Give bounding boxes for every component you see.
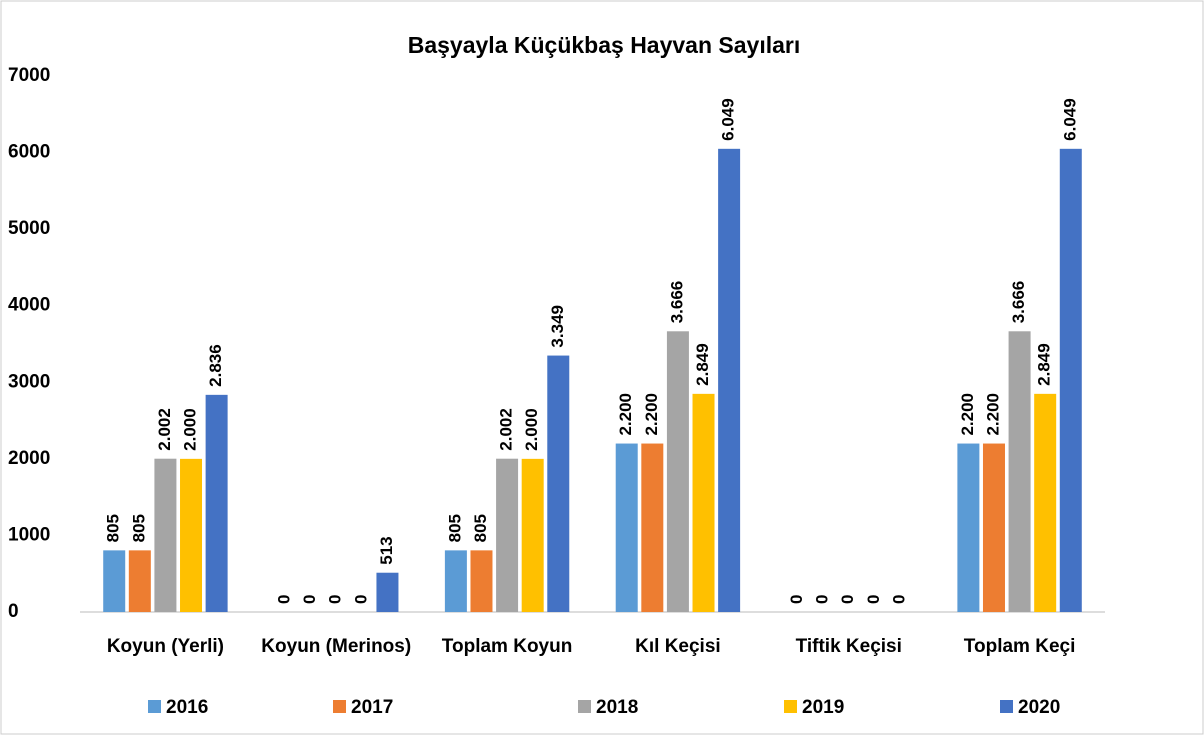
y-tick-label: 7000 [8, 65, 50, 86]
value-label: 0 [838, 595, 857, 604]
y-tick-label: 5000 [8, 218, 50, 239]
value-label: 805 [129, 514, 148, 542]
bar [1008, 331, 1031, 612]
value-label: 2.200 [983, 393, 1002, 436]
legend-swatch [1000, 700, 1013, 713]
bar [128, 550, 151, 612]
value-label: 2.002 [155, 408, 174, 451]
value-label: 0 [300, 595, 319, 604]
x-tick-label: Koyun (Yerli) [107, 636, 224, 657]
bar [470, 550, 493, 612]
value-label: 2.000 [181, 408, 200, 451]
x-tick-label: Toplam Koyun [442, 636, 573, 657]
bar [154, 458, 177, 612]
value-label: 2.200 [642, 393, 661, 436]
bar [547, 355, 570, 612]
bar [1034, 393, 1057, 612]
legend-label: 2018 [596, 697, 638, 718]
value-label: 513 [377, 536, 396, 564]
legend-swatch [784, 700, 797, 713]
bar [521, 458, 544, 612]
y-tick-label: 2000 [8, 448, 50, 469]
value-label: 0 [889, 595, 908, 604]
value-label: 805 [445, 514, 464, 542]
value-label: 2.849 [1035, 343, 1054, 386]
value-label: 6.049 [1060, 98, 1079, 141]
bar [1059, 148, 1082, 612]
value-label: 0 [787, 595, 806, 604]
value-label: 2.836 [206, 344, 225, 387]
value-label: 0 [326, 595, 345, 604]
legend-swatch [333, 700, 346, 713]
x-tick-label: Koyun (Merinos) [261, 636, 411, 657]
legend-swatch [578, 700, 591, 713]
bar [205, 394, 228, 612]
bar [615, 443, 638, 612]
bar [718, 148, 741, 612]
x-tick-label: Tiftik Keçisi [796, 636, 902, 657]
value-label: 2.200 [958, 393, 977, 436]
y-tick-label: 1000 [8, 524, 50, 545]
value-label: 0 [351, 595, 370, 604]
value-label: 805 [104, 514, 123, 542]
x-tick-label: Toplam Keçi [964, 636, 1076, 657]
bar [180, 458, 203, 612]
value-label: 3.666 [667, 281, 686, 324]
value-label: 3.349 [548, 305, 567, 348]
value-label: 805 [471, 514, 490, 542]
bar [692, 393, 715, 612]
y-tick-label: 3000 [8, 371, 50, 392]
bar [666, 331, 689, 612]
y-tick-label: 0 [8, 601, 19, 622]
bar [444, 550, 467, 612]
bar [982, 443, 1005, 612]
legend-label: 2019 [802, 697, 844, 718]
legend-label: 2016 [166, 697, 208, 718]
legend-label: 2017 [351, 697, 393, 718]
legend-label: 2020 [1018, 697, 1060, 718]
value-label: 2.000 [522, 408, 541, 451]
bar [957, 443, 980, 612]
value-label: 0 [813, 595, 832, 604]
y-tick-label: 6000 [8, 142, 50, 163]
chart-title: Başyayla Küçükbaş Hayvan Sayıları [408, 32, 801, 58]
bar [103, 550, 126, 612]
value-label: 2.849 [693, 343, 712, 386]
value-label: 6.049 [719, 98, 738, 141]
legend-swatch [148, 700, 161, 713]
x-tick-label: Kıl Keçisi [635, 636, 721, 657]
bar [376, 572, 399, 612]
value-label: 3.666 [1009, 281, 1028, 324]
value-label: 2.200 [616, 393, 635, 436]
bar [496, 458, 519, 612]
value-label: 0 [864, 595, 883, 604]
bar [641, 443, 664, 612]
value-label: 2.002 [497, 408, 516, 451]
value-label: 0 [275, 595, 294, 604]
y-tick-label: 4000 [8, 295, 50, 316]
